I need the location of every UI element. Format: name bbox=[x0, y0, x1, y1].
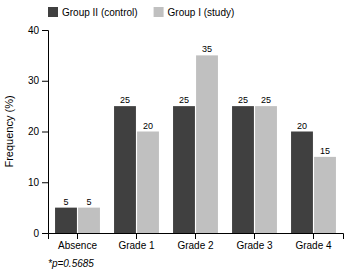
x-tick: Grade 2 bbox=[177, 233, 214, 251]
y-tick-mark bbox=[42, 132, 48, 133]
y-tick-mark bbox=[42, 30, 48, 31]
x-tick-mark bbox=[313, 233, 314, 239]
bar bbox=[291, 132, 313, 234]
y-tick: 0 bbox=[33, 228, 48, 239]
x-tick-mark bbox=[77, 233, 78, 239]
y-tick-label: 10 bbox=[28, 177, 40, 188]
y-tick-label: 40 bbox=[28, 25, 40, 36]
data-label: 25 bbox=[120, 95, 130, 105]
bar bbox=[173, 106, 195, 233]
data-label: 20 bbox=[297, 121, 307, 131]
y-tick: 10 bbox=[28, 177, 48, 188]
x-tick-mark bbox=[195, 233, 196, 239]
y-tick-mark bbox=[42, 81, 48, 82]
annotation: *p=0.5685 bbox=[48, 258, 94, 269]
data-label: 5 bbox=[87, 197, 92, 207]
bar bbox=[137, 132, 159, 234]
y-tick: 40 bbox=[28, 25, 48, 36]
bar bbox=[314, 157, 336, 233]
legend-item: Group I (study) bbox=[154, 7, 235, 18]
x-tick-mark bbox=[254, 233, 255, 239]
x-axis: Absence Grade 1 Grade 2 Grade 3 Grade 4 bbox=[49, 233, 344, 251]
bar bbox=[55, 208, 77, 233]
legend-label: Group I (study) bbox=[168, 7, 235, 18]
y-tick: 30 bbox=[28, 75, 48, 86]
y-axis: 0 10 20 30 40 bbox=[28, 25, 49, 239]
y-tick-label: 0 bbox=[33, 228, 39, 239]
data-labels: 5 25 25 25 20 5 20 35 25 15 bbox=[63, 44, 330, 206]
data-label: 20 bbox=[143, 121, 153, 131]
legend-item: Group II (control) bbox=[48, 7, 138, 18]
legend-swatch bbox=[48, 7, 58, 17]
x-tick: Grade 1 bbox=[118, 233, 155, 251]
data-label: 15 bbox=[320, 146, 330, 156]
x-axis-line bbox=[49, 234, 344, 240]
x-tick-label: Grade 4 bbox=[295, 240, 332, 251]
data-label: 5 bbox=[63, 197, 68, 207]
x-tick-label: Grade 3 bbox=[236, 240, 273, 251]
bar bbox=[255, 106, 277, 233]
y-tick-mark bbox=[42, 182, 48, 183]
bar bbox=[78, 208, 100, 233]
x-tick: Absence bbox=[58, 233, 97, 251]
data-label: 25 bbox=[238, 95, 248, 105]
legend-swatch bbox=[154, 7, 164, 17]
plot-area: 5 25 25 25 20 5 20 35 25 15 0 10 20 30 40 Absence Grade … bbox=[28, 25, 344, 251]
bar bbox=[114, 106, 136, 233]
x-tick: Grade 3 bbox=[236, 233, 273, 251]
y-axis-title: Frequency (%) bbox=[3, 95, 15, 167]
y-axis-line bbox=[42, 31, 49, 234]
x-tick-label: Grade 2 bbox=[177, 240, 214, 251]
bar bbox=[196, 55, 218, 233]
y-tick-mark bbox=[42, 233, 48, 234]
bars bbox=[55, 55, 336, 233]
bar bbox=[232, 106, 254, 233]
y-tick: 20 bbox=[28, 126, 48, 137]
y-tick-label: 20 bbox=[28, 126, 40, 137]
chart-svg: 5 25 25 25 20 5 20 35 25 15 0 10 20 30 40 Absence Grade … bbox=[0, 0, 353, 273]
data-label: 25 bbox=[261, 95, 271, 105]
data-label: 25 bbox=[179, 95, 189, 105]
y-tick-label: 30 bbox=[28, 75, 40, 86]
x-tick-label: Absence bbox=[58, 240, 97, 251]
x-tick: Grade 4 bbox=[295, 233, 332, 251]
legend: Group II (control) Group I (study) bbox=[48, 7, 234, 18]
x-tick-label: Grade 1 bbox=[118, 240, 155, 251]
x-tick-mark bbox=[136, 233, 137, 239]
chart-container: 5 25 25 25 20 5 20 35 25 15 0 10 20 30 40 Absence Grade … bbox=[0, 0, 353, 273]
data-label: 35 bbox=[202, 44, 212, 54]
legend-label: Group II (control) bbox=[62, 7, 138, 18]
